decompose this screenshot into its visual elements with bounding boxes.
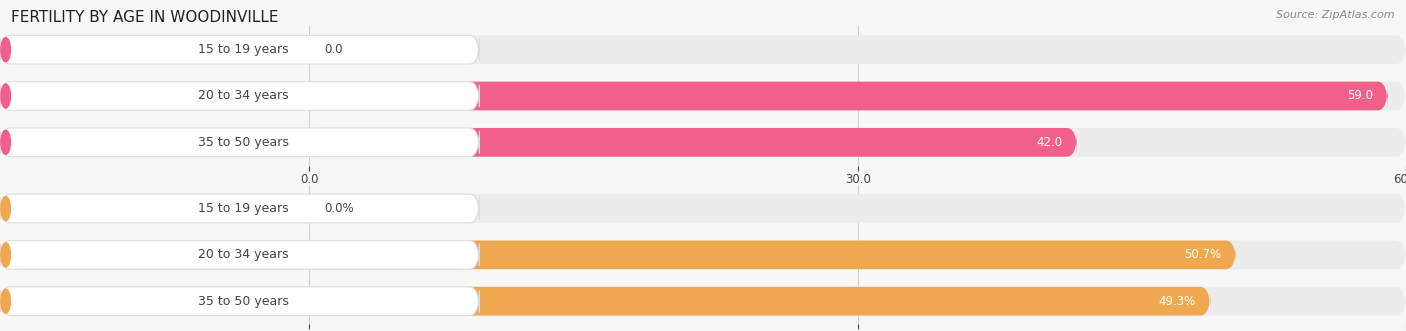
- FancyBboxPatch shape: [0, 241, 479, 269]
- FancyBboxPatch shape: [309, 35, 1406, 64]
- FancyBboxPatch shape: [0, 287, 479, 315]
- Text: 35 to 50 years: 35 to 50 years: [198, 136, 290, 149]
- Text: 15 to 19 years: 15 to 19 years: [198, 202, 290, 215]
- FancyBboxPatch shape: [0, 194, 479, 223]
- Text: 20 to 34 years: 20 to 34 years: [198, 248, 290, 261]
- FancyBboxPatch shape: [309, 82, 1406, 110]
- FancyBboxPatch shape: [309, 287, 1406, 315]
- FancyBboxPatch shape: [309, 128, 1077, 157]
- Text: 0.0: 0.0: [323, 43, 343, 56]
- Text: Source: ZipAtlas.com: Source: ZipAtlas.com: [1277, 10, 1395, 20]
- Circle shape: [1, 197, 10, 220]
- FancyBboxPatch shape: [309, 241, 1406, 269]
- Circle shape: [1, 38, 10, 62]
- FancyBboxPatch shape: [0, 35, 479, 64]
- FancyBboxPatch shape: [309, 128, 1406, 157]
- FancyBboxPatch shape: [0, 128, 479, 157]
- FancyBboxPatch shape: [309, 194, 1406, 223]
- Text: 0.0%: 0.0%: [323, 202, 353, 215]
- Text: 49.3%: 49.3%: [1159, 295, 1197, 308]
- FancyBboxPatch shape: [309, 82, 1388, 110]
- Text: 59.0: 59.0: [1347, 89, 1374, 103]
- FancyBboxPatch shape: [309, 241, 1236, 269]
- Text: FERTILITY BY AGE IN WOODINVILLE: FERTILITY BY AGE IN WOODINVILLE: [11, 10, 278, 25]
- FancyBboxPatch shape: [0, 82, 479, 110]
- Circle shape: [1, 243, 10, 267]
- Circle shape: [1, 84, 10, 108]
- Text: 50.7%: 50.7%: [1184, 248, 1222, 261]
- Circle shape: [1, 130, 10, 154]
- Text: 42.0: 42.0: [1036, 136, 1063, 149]
- Text: 35 to 50 years: 35 to 50 years: [198, 295, 290, 308]
- Text: 20 to 34 years: 20 to 34 years: [198, 89, 290, 103]
- FancyBboxPatch shape: [309, 287, 1211, 315]
- Circle shape: [1, 289, 10, 313]
- Text: 15 to 19 years: 15 to 19 years: [198, 43, 290, 56]
